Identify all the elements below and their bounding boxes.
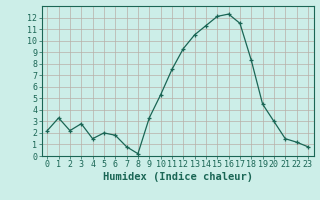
X-axis label: Humidex (Indice chaleur): Humidex (Indice chaleur) [103,172,252,182]
